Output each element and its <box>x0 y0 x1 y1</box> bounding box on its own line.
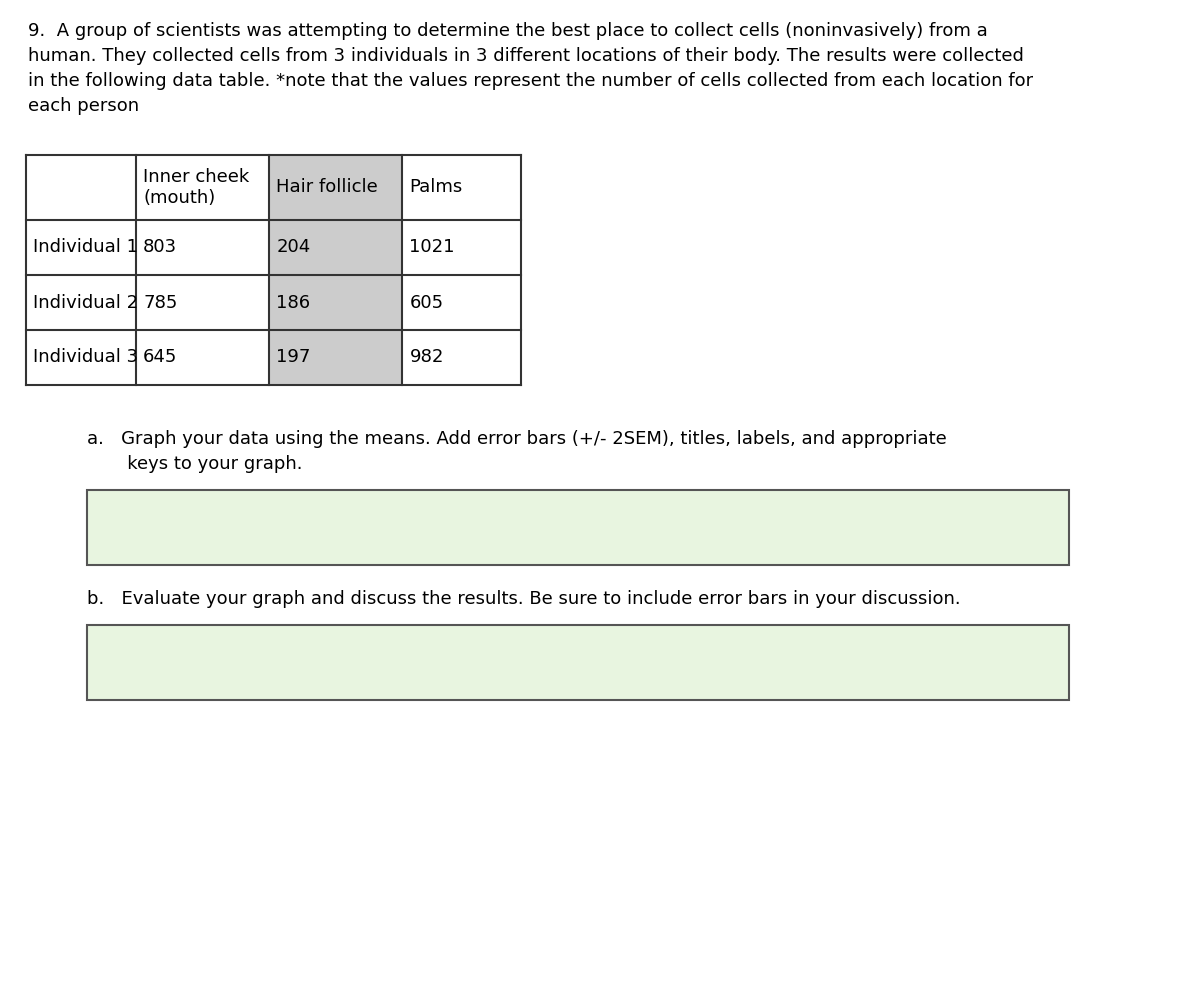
Bar <box>269 275 402 330</box>
Text: 197: 197 <box>276 348 311 366</box>
Text: 186: 186 <box>276 293 311 311</box>
Text: 9.  A group of scientists was attempting to determine the best place to collect : 9. A group of scientists was attempting … <box>28 22 1033 115</box>
FancyBboxPatch shape <box>88 490 1069 565</box>
Bar <box>25 330 136 385</box>
Text: 605: 605 <box>409 293 444 311</box>
Text: Palms: Palms <box>409 179 463 197</box>
Bar <box>402 155 522 220</box>
Text: Individual 3: Individual 3 <box>34 348 138 366</box>
FancyBboxPatch shape <box>88 625 1069 700</box>
Bar <box>269 220 402 275</box>
Bar <box>269 155 402 220</box>
Text: Inner cheek
(mouth): Inner cheek (mouth) <box>143 168 250 207</box>
Bar <box>25 220 136 275</box>
Text: 803: 803 <box>143 239 178 256</box>
Bar <box>25 155 136 220</box>
Text: 785: 785 <box>143 293 178 311</box>
Text: Hair follicle: Hair follicle <box>276 179 378 197</box>
Text: 204: 204 <box>276 239 311 256</box>
Text: 982: 982 <box>409 348 444 366</box>
Bar <box>402 220 522 275</box>
Bar <box>136 155 269 220</box>
Bar <box>25 275 136 330</box>
Bar <box>402 330 522 385</box>
Bar <box>136 220 269 275</box>
Text: Individual 2: Individual 2 <box>34 293 138 311</box>
Bar <box>402 275 522 330</box>
Bar <box>136 330 269 385</box>
Text: b.   Evaluate your graph and discuss the results. Be sure to include error bars : b. Evaluate your graph and discuss the r… <box>88 590 961 608</box>
Bar <box>136 275 269 330</box>
Text: 1021: 1021 <box>409 239 455 256</box>
Text: Individual 1: Individual 1 <box>34 239 138 256</box>
Bar <box>269 330 402 385</box>
Text: a.   Graph your data using the means. Add error bars (+/- 2SEM), titles, labels,: a. Graph your data using the means. Add … <box>88 430 947 473</box>
Text: 645: 645 <box>143 348 178 366</box>
